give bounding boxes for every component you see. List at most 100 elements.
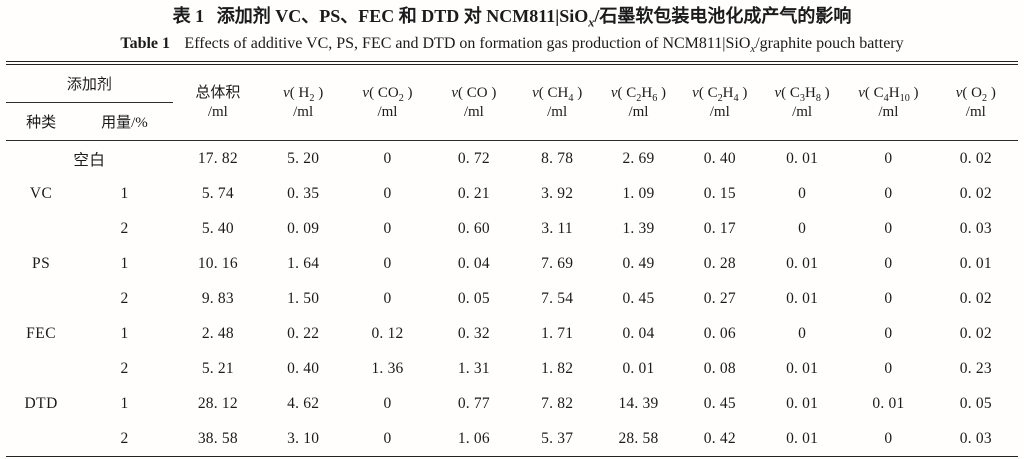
table-title-en-text-2: /graphite pouch battery bbox=[755, 35, 904, 52]
value-cell: 0. 72 bbox=[457, 149, 490, 167]
value-cell: 0. 04 bbox=[622, 324, 655, 342]
value-cell: 0. 01 bbox=[786, 359, 819, 377]
value-cell: 0. 03 bbox=[959, 219, 992, 237]
additive-amount: 1 bbox=[120, 324, 129, 342]
table-row: VC 1 5. 74 0. 35 0 0. 21 3. 92 1. 09 0. 15 0 0 0. 0… bbox=[6, 176, 1018, 211]
col-header-c4h10: v( C4H10 )/ml bbox=[858, 84, 919, 120]
value-cell: 1. 64 bbox=[287, 254, 320, 272]
value-cell: 2. 69 bbox=[622, 149, 655, 167]
value-cell: 0. 01 bbox=[872, 394, 905, 412]
table-title-zh-text: 添加剂 VC、PS、FEC 和 DTD 对 NCM811|SiO bbox=[216, 6, 589, 26]
table-row: 2 9. 83 1. 50 0 0. 05 7. 54 0. 45 0. 27 0. 01 0 0.… bbox=[6, 281, 1018, 316]
value-cell: 0. 45 bbox=[622, 289, 655, 307]
value-cell: 0. 01 bbox=[786, 149, 819, 167]
value-cell: 0. 01 bbox=[786, 394, 819, 412]
table-row: 空白 17. 82 5. 20 0 0. 72 8. 78 2. 69 0. 40 0. 01 0… bbox=[6, 141, 1018, 177]
value-cell: 3. 10 bbox=[287, 429, 320, 447]
value-cell: 0 bbox=[383, 184, 392, 202]
value-cell: 17. 82 bbox=[197, 149, 238, 167]
col-header-co2: v( CO2 )/ml bbox=[362, 84, 413, 120]
value-cell: 8. 78 bbox=[541, 149, 574, 167]
value-cell: 0 bbox=[884, 359, 893, 377]
value-cell: 0 bbox=[383, 219, 392, 237]
table-header: 添加剂 总体积 /ml v( H2 )/ml v( CO2 )/ml v( CO )… bbox=[6, 63, 1018, 141]
value-cell: 0 bbox=[884, 324, 893, 342]
value-cell: 0. 05 bbox=[959, 394, 992, 412]
value-cell: 0. 49 bbox=[622, 254, 655, 272]
value-cell: 0. 06 bbox=[703, 324, 736, 342]
additive-kind: VC bbox=[29, 184, 53, 202]
value-cell: 0. 05 bbox=[457, 289, 490, 307]
additive-amount: 1 bbox=[120, 184, 129, 202]
value-cell: 0. 01 bbox=[786, 289, 819, 307]
table-title-zh-text-2: /石墨软包装电池化成产气的影响 bbox=[594, 6, 852, 26]
value-cell: 0. 35 bbox=[287, 184, 320, 202]
value-cell: 0. 23 bbox=[959, 359, 992, 377]
value-cell: 0. 08 bbox=[703, 359, 736, 377]
col-header-kind: 种类 bbox=[26, 115, 57, 131]
value-cell: 5. 37 bbox=[541, 429, 574, 447]
col-header-amount: 用量/% bbox=[101, 115, 148, 131]
additive-amount: 2 bbox=[120, 429, 129, 447]
value-cell: 0 bbox=[884, 429, 893, 447]
additive-kind: FEC bbox=[26, 324, 57, 342]
value-cell: 1. 06 bbox=[457, 429, 490, 447]
value-cell: 0 bbox=[884, 219, 893, 237]
table-row: 2 38. 58 3. 10 0 1. 06 5. 37 28. 58 0. 42 0. 01 0… bbox=[6, 421, 1018, 458]
value-cell: 0 bbox=[798, 184, 807, 202]
col-header-c2h6: v( C2H6 )/ml bbox=[610, 84, 667, 120]
value-cell: 1. 50 bbox=[287, 289, 320, 307]
subscript-x: x bbox=[588, 15, 595, 30]
value-cell: 0 bbox=[884, 254, 893, 272]
value-cell: 0. 21 bbox=[457, 184, 490, 202]
col-header-co: v( CO )/ml bbox=[451, 84, 497, 120]
table-title-en: Table 1 Effects of additive VC, PS, FEC a… bbox=[0, 33, 1024, 55]
value-cell: 0 bbox=[383, 149, 392, 167]
table-number-zh: 表 1 bbox=[172, 6, 205, 26]
value-cell: 7. 82 bbox=[541, 394, 574, 412]
additive-kind: 空白 bbox=[73, 151, 106, 169]
value-cell: 1. 31 bbox=[457, 359, 490, 377]
value-cell: 1. 82 bbox=[541, 359, 574, 377]
additive-amount: 2 bbox=[120, 219, 129, 237]
table-body: 空白 17. 82 5. 20 0 0. 72 8. 78 2. 69 0. 40 0. 01 0… bbox=[6, 141, 1018, 459]
additive-kind bbox=[6, 281, 76, 316]
value-cell: 0. 17 bbox=[703, 219, 736, 237]
value-cell: 0. 28 bbox=[703, 254, 736, 272]
additive-kind: PS bbox=[32, 254, 51, 272]
value-cell: 0 bbox=[884, 289, 893, 307]
value-cell: 0. 32 bbox=[457, 324, 490, 342]
value-cell: 0. 27 bbox=[703, 289, 736, 307]
value-cell: 1. 36 bbox=[371, 359, 404, 377]
value-cell: 38. 58 bbox=[197, 429, 238, 447]
table-row: FEC 1 2. 48 0. 22 0. 12 0. 32 1. 71 0. 04 0. 06 0… bbox=[6, 316, 1018, 351]
value-cell: 0. 12 bbox=[371, 324, 404, 342]
value-cell: 0. 40 bbox=[703, 149, 736, 167]
value-cell: 1. 71 bbox=[541, 324, 574, 342]
value-cell: 0 bbox=[884, 149, 893, 167]
value-cell: 5. 21 bbox=[201, 359, 234, 377]
additive-amount: 1 bbox=[120, 254, 129, 272]
value-cell: 0 bbox=[884, 184, 893, 202]
value-cell: 9. 83 bbox=[201, 289, 234, 307]
table-row: DTD 1 28. 12 4. 62 0 0. 77 7. 82 14. 39 0. 45 0. … bbox=[6, 386, 1018, 421]
table-row: 2 5. 21 0. 40 1. 36 1. 31 1. 82 0. 01 0. 08 0. 0… bbox=[6, 351, 1018, 386]
table-row: PS 1 10. 16 1. 64 0 0. 04 7. 69 0. 49 0. 28 0. 01… bbox=[6, 246, 1018, 281]
col-header-c3h8: v( C3H8 )/ml bbox=[774, 84, 830, 120]
value-cell: 3. 92 bbox=[541, 184, 574, 202]
value-cell: 0. 04 bbox=[457, 254, 490, 272]
additive-amount: 1 bbox=[120, 394, 129, 412]
value-cell: 28. 12 bbox=[197, 394, 238, 412]
value-cell: 5. 20 bbox=[287, 149, 320, 167]
col-header-ch4: v( CH4 )/ml bbox=[532, 84, 583, 120]
additive-kind bbox=[6, 211, 76, 246]
value-cell: 28. 58 bbox=[618, 429, 659, 447]
value-cell: 4. 62 bbox=[287, 394, 320, 412]
value-cell: 7. 69 bbox=[541, 254, 574, 272]
value-cell: 0 bbox=[383, 254, 392, 272]
value-cell: 0. 40 bbox=[287, 359, 320, 377]
table-row: 2 5. 40 0. 09 0 0. 60 3. 11 1. 39 0. 17 0 0 0. 03 bbox=[6, 211, 1018, 246]
value-cell: 14. 39 bbox=[618, 394, 659, 412]
col-header-c2h4: v( C2H4 )/ml bbox=[692, 84, 748, 120]
